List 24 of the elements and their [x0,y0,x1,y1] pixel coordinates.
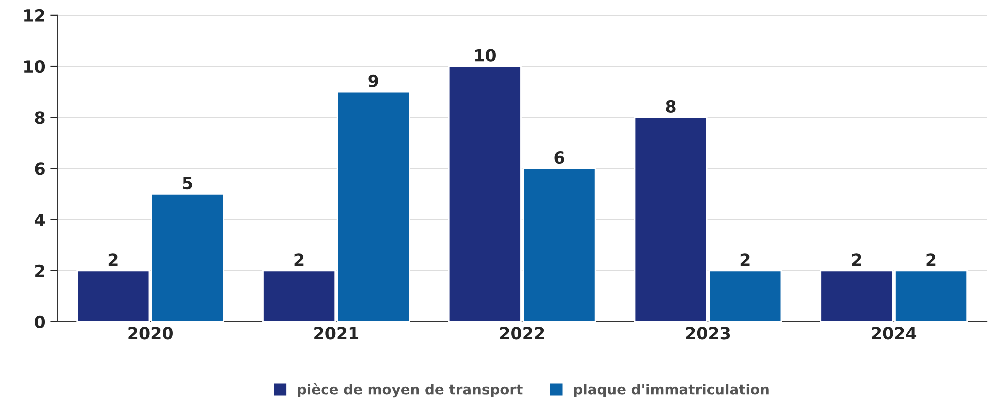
data-label: 9 [368,74,378,88]
legend-label: pièce de moyen de transport [298,384,523,398]
y-tick-label: 8 [35,112,45,124]
x-tick-label: 2022 [500,327,544,340]
data-label: 10 [475,49,496,62]
data-label: 2 [852,254,862,266]
y-tick-label: 10 [24,60,46,74]
data-label: 8 [666,100,676,113]
y-tick-label: 0 [35,316,46,329]
x-tick-label: 2020 [128,327,173,340]
data-label: 2 [740,254,750,266]
data-label: 2 [294,254,304,266]
y-tick-label: 2 [36,264,44,278]
data-label: 2 [108,254,118,266]
data-label: 5 [183,177,192,190]
x-tick-label: 2023 [686,327,730,340]
legend-label: plaque d'immatriculation [574,384,769,398]
x-tick-label: 2021 [314,327,359,340]
data-label: 6 [554,151,564,164]
data-label: 2 [926,254,936,266]
y-tick-label: 12 [24,9,44,22]
x-tick-label: 2024 [872,327,917,340]
y-tick-label: 6 [35,162,45,176]
y-tick-label: 4 [35,214,46,226]
